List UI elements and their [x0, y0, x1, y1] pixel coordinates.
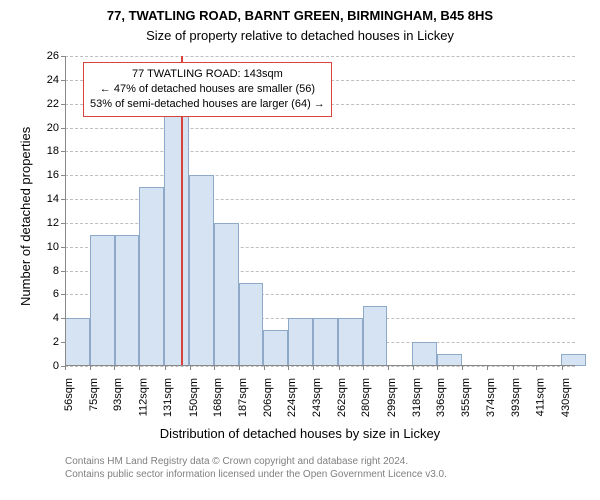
x-tick-label: 280sqm: [361, 378, 373, 417]
annotation-box: 77 TWATLING ROAD: 143sqm ← 47% of detach…: [83, 62, 332, 117]
x-tick-mark: [388, 366, 389, 370]
x-tick-mark: [437, 366, 438, 370]
x-tick-label: 93sqm: [112, 378, 124, 411]
y-tick-mark: [61, 271, 65, 272]
x-tick-mark: [214, 366, 215, 370]
bar: [214, 223, 239, 366]
bar: [90, 235, 115, 366]
x-tick-mark: [562, 366, 563, 370]
x-tick-mark: [90, 366, 91, 370]
x-tick-mark: [139, 366, 140, 370]
x-tick-label: 131sqm: [163, 378, 175, 417]
page-subtitle: Size of property relative to detached ho…: [0, 28, 600, 43]
x-axis-line: [65, 365, 575, 366]
footer-line1: Contains HM Land Registry data © Crown c…: [65, 456, 447, 469]
x-tick-label: 206sqm: [262, 378, 274, 417]
x-tick-label: 374sqm: [485, 378, 497, 417]
footer: Contains HM Land Registry data © Crown c…: [65, 456, 447, 481]
bar: [139, 187, 164, 366]
x-tick-label: 224sqm: [286, 378, 298, 417]
y-tick-mark: [61, 223, 65, 224]
annotation-line2: ← 47% of detached houses are smaller (56…: [90, 82, 325, 97]
x-tick-label: 299sqm: [386, 378, 398, 417]
bar: [363, 306, 388, 366]
bar: [239, 283, 264, 366]
x-tick-label: 393sqm: [511, 378, 523, 417]
y-tick-mark: [61, 80, 65, 81]
x-tick-mark: [487, 366, 488, 370]
y-tick-mark: [61, 247, 65, 248]
y-axis-line: [65, 56, 66, 366]
x-tick-mark: [239, 366, 240, 370]
x-tick-label: 56sqm: [63, 378, 75, 411]
y-tick-mark: [61, 56, 65, 57]
y-tick-mark: [61, 342, 65, 343]
x-tick-label: 318sqm: [411, 378, 423, 417]
bar: [164, 116, 189, 366]
y-tick-mark: [61, 104, 65, 105]
x-tick-mark: [536, 366, 537, 370]
x-tick-mark: [462, 366, 463, 370]
y-tick-mark: [61, 294, 65, 295]
y-tick-mark: [61, 151, 65, 152]
gridline: [65, 366, 575, 367]
x-tick-mark: [264, 366, 265, 370]
y-axis-label: Number of detached properties: [18, 127, 33, 306]
y-tick-mark: [61, 199, 65, 200]
x-tick-mark: [513, 366, 514, 370]
x-tick-label: 187sqm: [237, 378, 249, 417]
plot-area: 77 TWATLING ROAD: 143sqm ← 47% of detach…: [65, 56, 575, 366]
annotation-line3: 53% of semi-detached houses are larger (…: [90, 97, 325, 112]
x-tick-mark: [190, 366, 191, 370]
bar: [65, 318, 90, 366]
bar: [263, 330, 288, 366]
x-tick-mark: [114, 366, 115, 370]
bar: [288, 318, 313, 366]
x-tick-label: 262sqm: [337, 378, 349, 417]
x-tick-label: 168sqm: [212, 378, 224, 417]
x-tick-mark: [288, 366, 289, 370]
page-title: 77, TWATLING ROAD, BARNT GREEN, BIRMINGH…: [0, 8, 600, 23]
y-tick-mark: [61, 128, 65, 129]
x-tick-label: 150sqm: [188, 378, 200, 417]
annotation-line1: 77 TWATLING ROAD: 143sqm: [90, 67, 325, 82]
x-tick-label: 411sqm: [534, 378, 546, 416]
x-tick-mark: [413, 366, 414, 370]
x-tick-mark: [339, 366, 340, 370]
x-tick-mark: [65, 366, 66, 370]
x-tick-label: 355sqm: [460, 378, 472, 417]
x-tick-label: 112sqm: [137, 378, 149, 416]
bar: [412, 342, 437, 366]
x-tick-mark: [165, 366, 166, 370]
x-tick-label: 336sqm: [435, 378, 447, 417]
x-tick-label: 243sqm: [311, 378, 323, 417]
bar: [313, 318, 338, 366]
chart-container: { "title": "77, TWATLING ROAD, BARNT GRE…: [0, 0, 600, 500]
x-tick-label: 430sqm: [560, 378, 572, 417]
x-tick-mark: [363, 366, 364, 370]
bar: [115, 235, 140, 366]
y-tick-mark: [61, 175, 65, 176]
bar: [189, 175, 214, 366]
footer-line2: Contains public sector information licen…: [65, 469, 447, 482]
x-axis-label: Distribution of detached houses by size …: [0, 426, 600, 441]
bar: [338, 318, 363, 366]
x-tick-mark: [313, 366, 314, 370]
y-tick-mark: [61, 318, 65, 319]
x-tick-label: 75sqm: [88, 378, 100, 411]
